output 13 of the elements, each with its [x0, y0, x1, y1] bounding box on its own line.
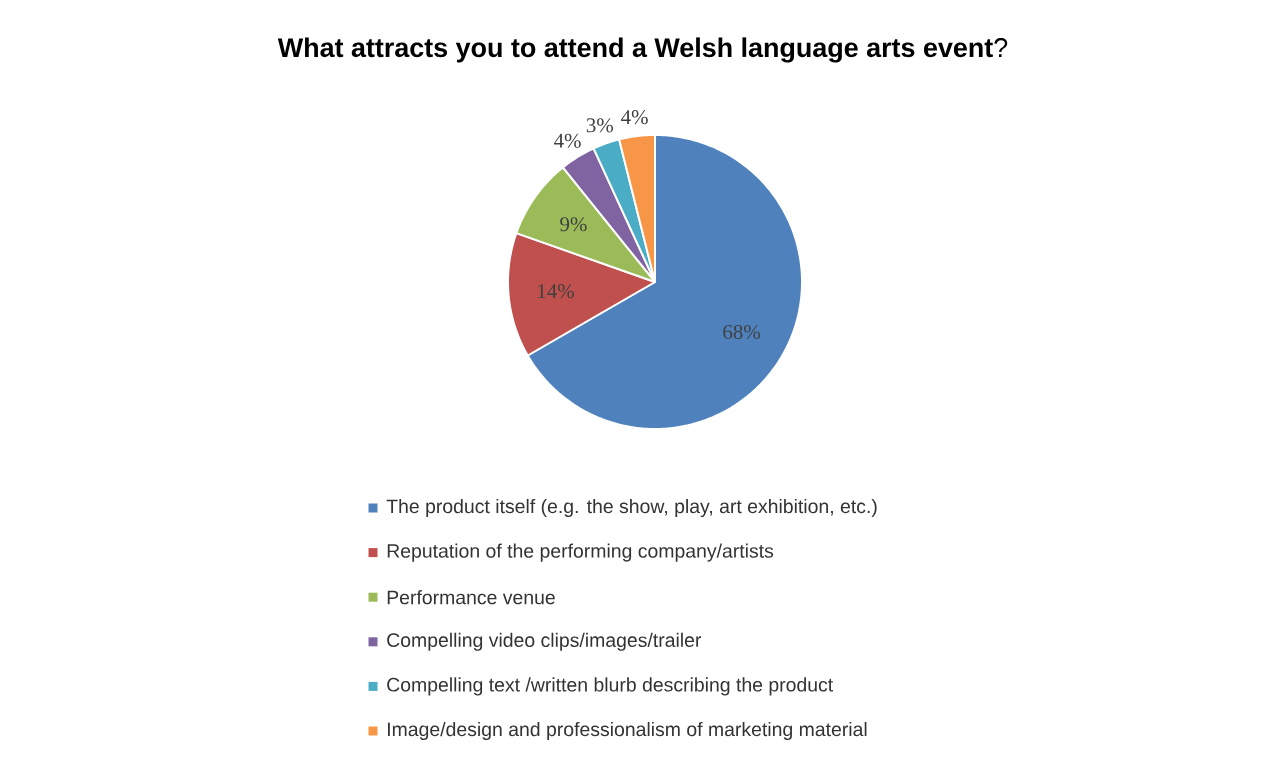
legend-label: The product itself (e.g. the show, play, art exhibition, etc.): [386, 498, 877, 518]
legend-label: Compelling text /written blurb describing the product: [387, 677, 834, 696]
data-label: 9%: [560, 217, 587, 232]
data-label: 68%: [723, 324, 761, 340]
legend-label: Performance venue: [387, 590, 555, 605]
legend-label: Image/design and professionalism of marketing material: [388, 721, 867, 741]
chart-title: What attracts you to attend a Welsh language arts event?: [277, 37, 1008, 63]
legend-label: Compelling video clips/images/trailer: [387, 632, 702, 651]
legend-label: Reputation of the performing company/artists: [387, 543, 774, 562]
data-label: 14%: [538, 284, 574, 299]
data-label: 4%: [621, 110, 648, 125]
data-label: 4%: [554, 133, 581, 148]
data-label: 3%: [586, 118, 614, 133]
